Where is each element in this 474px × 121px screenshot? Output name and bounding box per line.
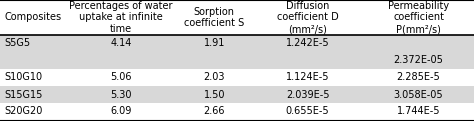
Text: 1.50: 1.50 (203, 90, 225, 99)
Text: 1.242E-5: 1.242E-5 (286, 38, 329, 49)
Text: Diffusion
coefficient D
(mm²/s): Diffusion coefficient D (mm²/s) (277, 1, 338, 34)
Text: Percentages of water
uptake at infinite
time: Percentages of water uptake at infinite … (69, 1, 173, 34)
Text: Composites: Composites (5, 12, 62, 23)
Text: 2.372E-05: 2.372E-05 (393, 56, 444, 65)
Text: 4.14: 4.14 (110, 38, 132, 49)
Text: 1.744E-5: 1.744E-5 (397, 106, 440, 117)
Text: 1.91: 1.91 (204, 38, 225, 49)
Text: Permeability
coefficient
P(mm²/s): Permeability coefficient P(mm²/s) (388, 1, 449, 34)
Text: 2.039E-5: 2.039E-5 (286, 90, 329, 99)
Text: S20G20: S20G20 (5, 106, 43, 117)
Text: 0.655E-5: 0.655E-5 (286, 106, 329, 117)
Bar (0, 35, 474, 69)
Text: 6.09: 6.09 (110, 106, 132, 117)
Text: S15G15: S15G15 (5, 90, 43, 99)
Text: 5.06: 5.06 (110, 72, 132, 83)
Text: 2.66: 2.66 (203, 106, 225, 117)
Text: 2.03: 2.03 (203, 72, 225, 83)
Text: 1.124E-5: 1.124E-5 (286, 72, 329, 83)
Bar (0, 69, 474, 86)
Bar (0, 103, 474, 120)
Text: S10G10: S10G10 (5, 72, 43, 83)
Text: 3.058E-05: 3.058E-05 (394, 90, 443, 99)
Bar (0, 86, 474, 103)
Bar (0, 0, 474, 35)
Text: 2.285E-5: 2.285E-5 (397, 72, 440, 83)
Text: 5.30: 5.30 (110, 90, 132, 99)
Text: S5G5: S5G5 (5, 38, 31, 49)
Text: Sorption
coefficient S: Sorption coefficient S (184, 7, 245, 28)
